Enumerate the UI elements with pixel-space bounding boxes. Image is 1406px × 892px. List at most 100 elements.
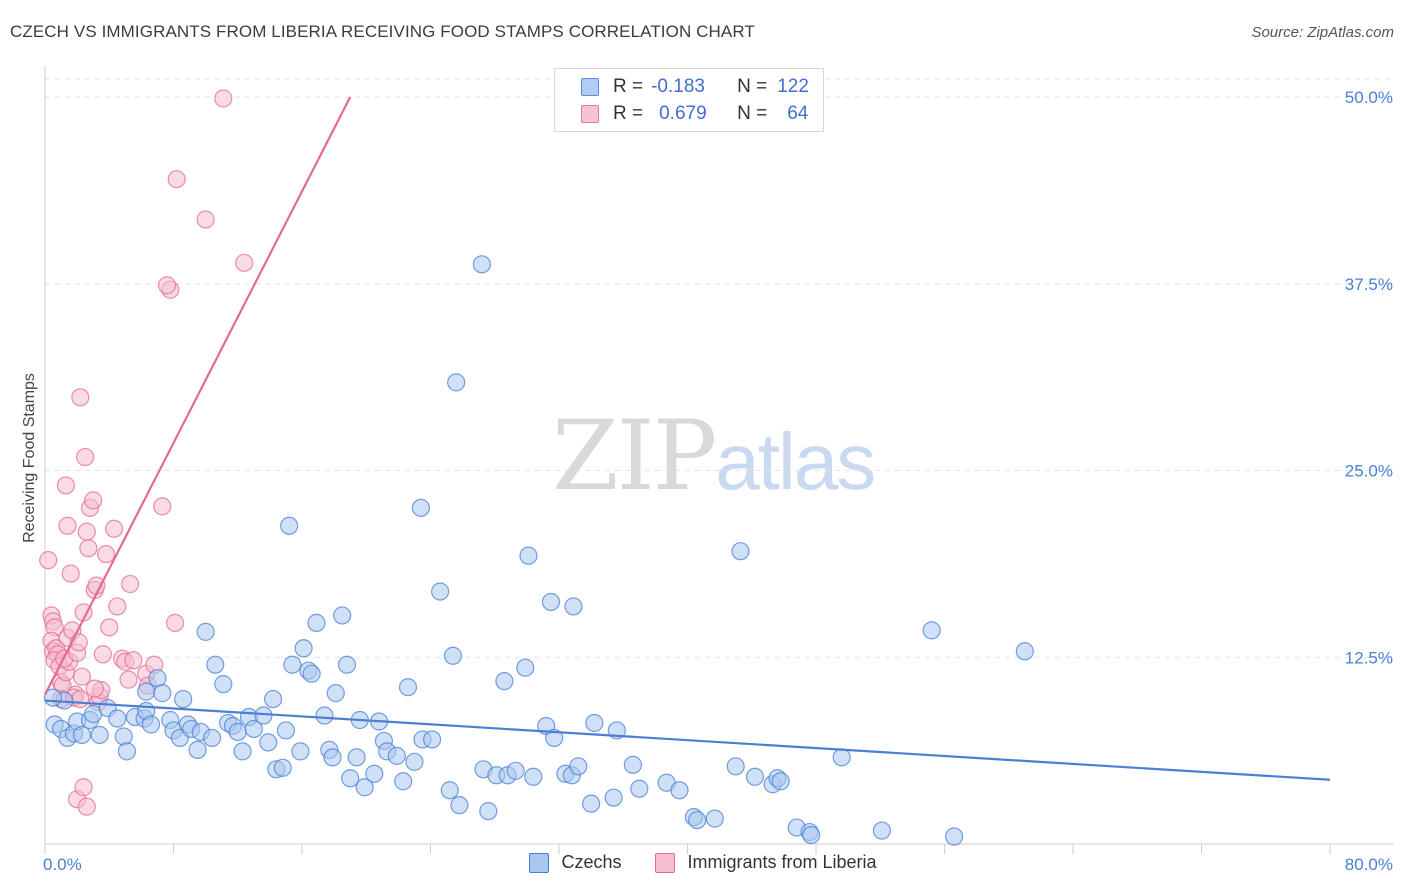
czech-point [731,542,750,561]
czech-point [524,767,543,786]
czech-point [726,757,745,776]
liberia-point [121,574,140,594]
legend-row-czechs: R = -0.183 N = 122 [581,74,809,100]
czech-point [564,597,583,616]
liberia-point [119,670,138,689]
czech-point [771,772,790,791]
czech-point [431,582,450,601]
czech-point [387,746,406,765]
czech-point [228,722,247,742]
czech-point [206,655,225,674]
legend-r-label: R = [613,76,644,97]
czech-point [479,802,498,821]
czech-point [244,719,263,739]
czech-point [233,742,252,761]
y-tick-label: 12.5% [1345,648,1393,667]
czech-point [355,778,374,797]
legend-n-label: N = [737,76,768,97]
czech-point [302,664,321,683]
liberia-point [214,89,233,108]
czech-point [307,613,326,632]
czech-point [440,781,459,800]
czech-point [108,709,127,728]
czech-point [196,622,215,641]
bottom-legend-swatch-liberia [655,852,676,873]
liberia-point [196,210,215,229]
x-tick-label: 80.0% [1345,855,1393,874]
liberia-point [71,388,90,407]
liberia-point [58,516,77,535]
legend-r-liberia: 0.679 [659,103,707,124]
czech-point [411,498,430,517]
liberia-point [104,519,124,538]
czech-point [630,779,649,798]
tick-labels: 12.5% 25.0% 37.5% 50.0% 0.0% 80.0% [43,88,1393,874]
y-tick-label: 37.5% [1345,275,1393,294]
czech-point [137,682,156,701]
legend-r-czechs: -0.183 [651,76,705,97]
czech-point [114,727,133,746]
czech-point [832,748,851,767]
liberia-point [84,491,103,510]
liberia-point [76,447,95,467]
chart-title: CZECH VS IMMIGRANTS FROM LIBERIA RECEIVI… [10,22,755,41]
liberia-point [167,170,186,189]
y-tick-label: 25.0% [1345,462,1393,481]
czech-point [495,672,514,691]
czech-point [202,728,222,748]
czech-point [922,621,941,640]
watermark-zip: ZIP [552,400,717,512]
bottom-legend-swatch-czechs [529,852,550,873]
czech-point [259,733,278,752]
bottom-legend-liberia: Immigrants from Liberia [655,852,877,873]
czech-points [43,255,1034,846]
czech-point [872,821,891,840]
czech-point [623,755,642,774]
czech-point [569,757,588,776]
watermark: ZIPatlas [552,400,876,512]
y-axis-title: Receiving Food Stamps [21,373,38,543]
liberia-point [108,597,127,616]
legend-n-liberia: 64 [787,103,809,124]
liberia-point [39,551,58,570]
czech-point [333,606,352,625]
czech-point [394,772,413,791]
bottom-legend: Czechs Immigrants from Liberia [0,852,1406,873]
czech-point [443,646,463,665]
watermark-atlas: atlas [715,417,876,506]
czech-point [447,373,466,392]
czech-point [670,781,689,800]
czech-point [188,740,207,759]
czech-point [585,713,604,733]
czech-point [294,639,313,658]
liberia-point [74,778,93,797]
czech-point [450,796,469,815]
liberia-point [100,618,119,637]
czech-point [398,678,418,697]
liberia-point [96,545,116,564]
liberia-point [124,651,143,670]
czech-point [519,546,538,565]
axes [44,66,1394,854]
liberia-point [71,689,90,709]
czech-point [326,684,345,703]
czech-point [323,748,342,767]
czech-point [506,761,525,780]
legend-r-label: R = [613,103,644,124]
liberia-point [79,539,98,558]
legend-row-liberia: R = 0.679 N = 64 [581,101,808,127]
czech-point [545,728,564,748]
liberia-point [235,253,254,272]
czech-point [291,742,310,761]
chart-source: Source: ZipAtlas.com [1251,24,1394,41]
czech-point [604,788,623,807]
czech-point [90,725,109,745]
czech-point [688,810,707,830]
czech-point [582,794,601,813]
y-tick-label: 50.0% [1345,88,1393,107]
czech-point [541,592,561,612]
liberia-point [153,497,172,516]
legend-swatch-liberia [581,105,599,123]
czech-point [745,767,765,786]
czech-point [516,658,535,677]
